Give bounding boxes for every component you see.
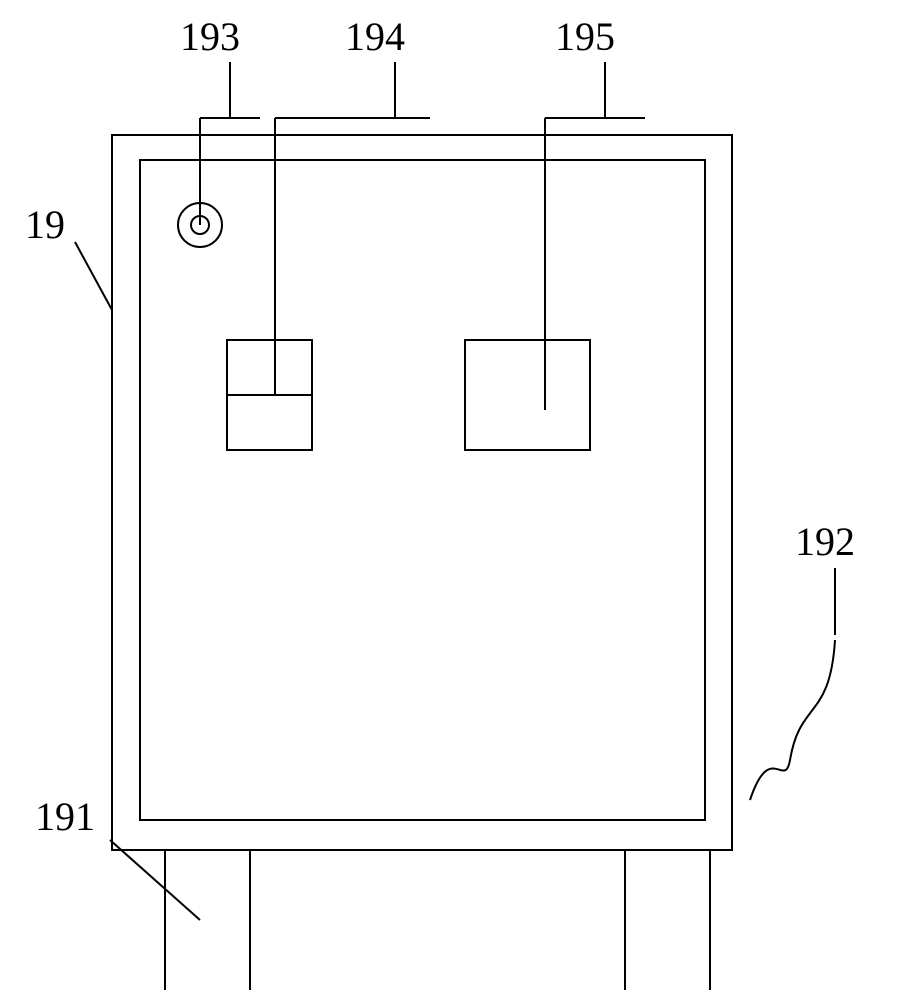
label-192: 192: [795, 519, 855, 564]
label-19: 19: [25, 202, 65, 247]
label-193: 193: [180, 14, 240, 59]
label-191: 191: [35, 794, 95, 839]
mid-box: [465, 340, 590, 450]
leader-192-squiggle: [750, 640, 835, 800]
leader-191: [110, 840, 200, 920]
inner-box: [140, 160, 705, 820]
leader-19: [75, 242, 112, 310]
label-195: 195: [555, 14, 615, 59]
label-194: 194: [345, 14, 405, 59]
outer-box: [112, 135, 732, 850]
